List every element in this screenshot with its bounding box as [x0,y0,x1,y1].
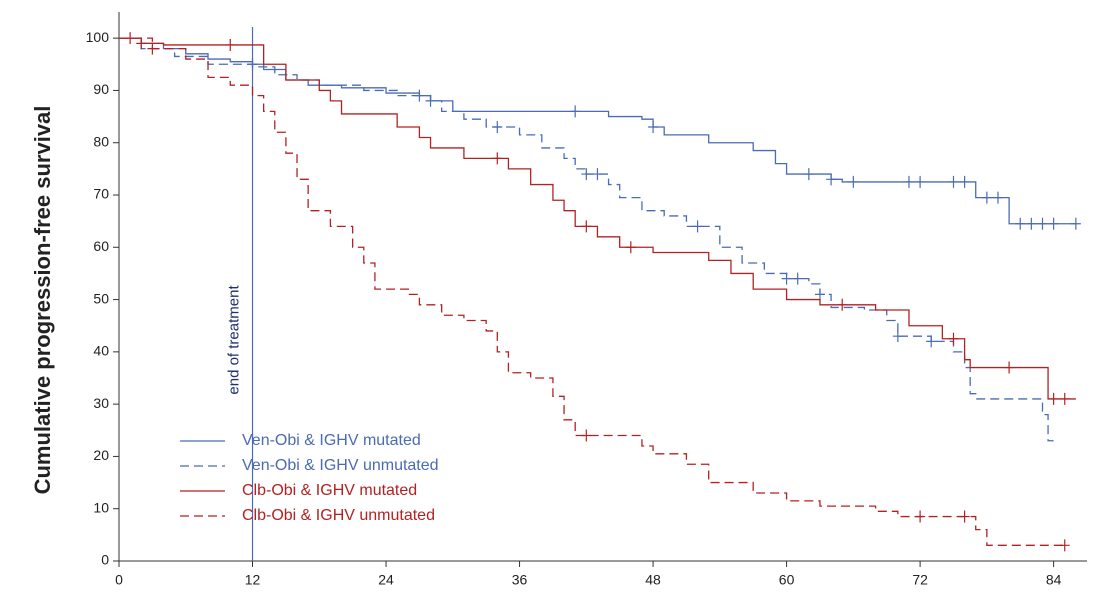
survival-line [119,37,1076,225]
x-tick-label: 12 [245,572,261,588]
censor-mark [1048,217,1059,230]
y-tick-label: 80 [93,133,109,149]
censor-mark [1070,217,1081,230]
survival-line [119,37,1065,546]
x-tick-label: 84 [1046,572,1062,588]
censor-mark [692,220,703,233]
censor-mark [1015,217,1026,230]
censor-mark [492,152,503,165]
censor-mark [581,220,592,233]
censor-mark [1037,217,1048,230]
y-axis-label: Cumulative progression-free survival [30,106,55,495]
censor-mark [837,298,848,311]
x-tick-label: 24 [378,572,394,588]
censor-mark [892,330,903,343]
censor-mark [848,175,859,188]
survival-line [119,37,1054,442]
censor-mark [959,510,970,523]
y-tick-label: 10 [93,499,109,515]
x-tick-label: 72 [912,572,928,588]
censor-mark [592,168,603,181]
y-tick-label: 70 [93,186,109,202]
censor-mark [959,175,970,188]
y-tick-label: 50 [93,290,109,306]
x-tick-label: 0 [115,572,123,588]
y-tick-label: 0 [101,552,109,568]
censor-mark [915,175,926,188]
censor-mark [625,241,636,254]
annotation: end of treatment [225,285,242,395]
censor-mark [903,175,914,188]
censor-mark [981,191,992,204]
legend-label: Ven-Obi & IGHV mutated [242,432,421,449]
y-tick-label: 100 [86,29,110,45]
censor-mark [492,121,503,134]
censor-mark [1004,361,1015,374]
censor-mark [1026,217,1037,230]
censor-mark [581,168,592,181]
censor-mark [1059,539,1070,552]
y-tick-label: 40 [93,343,109,359]
censor-mark [425,94,436,107]
x-tick-label: 36 [512,572,528,588]
y-tick-label: 60 [93,238,109,254]
censor-mark [948,175,959,188]
censor-mark [570,105,581,118]
censor-mark [915,510,926,523]
censor-mark [125,32,136,45]
censor-mark [225,38,236,51]
survival-line [119,37,1076,400]
legend-label: Ven-Obi & IGHV unmutated [242,457,439,474]
y-tick-label: 90 [93,81,109,97]
censor-mark [1048,392,1059,405]
y-tick-label: 20 [93,447,109,463]
x-tick-label: 60 [779,572,795,588]
censor-mark [147,42,158,55]
x-tick-label: 48 [645,572,661,588]
y-tick-label: 30 [93,395,109,411]
censor-mark [581,429,592,442]
censor-mark [826,173,837,186]
censor-mark [814,288,825,301]
censor-mark [926,335,937,348]
censor-mark [781,272,792,285]
censor-mark [992,191,1003,204]
censor-mark [803,168,814,181]
censor-mark [136,37,147,50]
legend-label: Clb-Obi & IGHV mutated [242,482,417,499]
censor-mark [1059,392,1070,405]
legend-label: Clb-Obi & IGHV unmutated [242,507,435,524]
censor-mark [948,332,959,345]
censor-mark [792,272,803,285]
censor-mark [648,121,659,134]
